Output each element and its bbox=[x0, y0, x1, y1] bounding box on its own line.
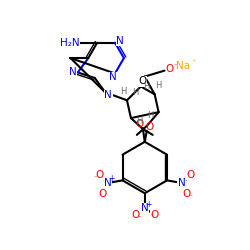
Text: +: + bbox=[109, 174, 115, 184]
Text: H: H bbox=[120, 87, 126, 96]
Text: N: N bbox=[104, 178, 112, 188]
Text: H: H bbox=[156, 81, 162, 90]
Text: O: O bbox=[99, 189, 107, 199]
Text: O: O bbox=[186, 170, 194, 179]
Text: ⁺: ⁺ bbox=[191, 58, 195, 67]
Text: O: O bbox=[136, 119, 144, 129]
Text: O: O bbox=[96, 170, 104, 179]
Text: +: + bbox=[182, 174, 189, 184]
Text: H: H bbox=[136, 116, 142, 126]
Text: H: H bbox=[132, 88, 138, 97]
Text: O: O bbox=[182, 189, 191, 199]
Text: ⁻: ⁻ bbox=[188, 192, 192, 201]
Text: H₂N: H₂N bbox=[60, 38, 80, 48]
Text: Na: Na bbox=[176, 61, 190, 71]
Text: N: N bbox=[141, 203, 149, 213]
Text: ⁻: ⁻ bbox=[174, 61, 178, 70]
Text: O: O bbox=[131, 210, 139, 220]
Text: ⁻: ⁻ bbox=[137, 213, 141, 222]
Text: N: N bbox=[178, 178, 186, 188]
Text: H: H bbox=[148, 110, 154, 120]
Text: O: O bbox=[150, 210, 158, 220]
Text: +: + bbox=[146, 200, 152, 208]
Text: N: N bbox=[109, 72, 117, 83]
Text: N: N bbox=[69, 68, 77, 78]
Text: N: N bbox=[104, 90, 112, 100]
Text: N: N bbox=[116, 36, 124, 46]
Text: O: O bbox=[166, 64, 173, 74]
Text: H: H bbox=[144, 82, 150, 91]
Text: O: O bbox=[146, 122, 154, 132]
Text: O: O bbox=[139, 76, 147, 86]
Text: ⁻: ⁻ bbox=[94, 173, 98, 182]
